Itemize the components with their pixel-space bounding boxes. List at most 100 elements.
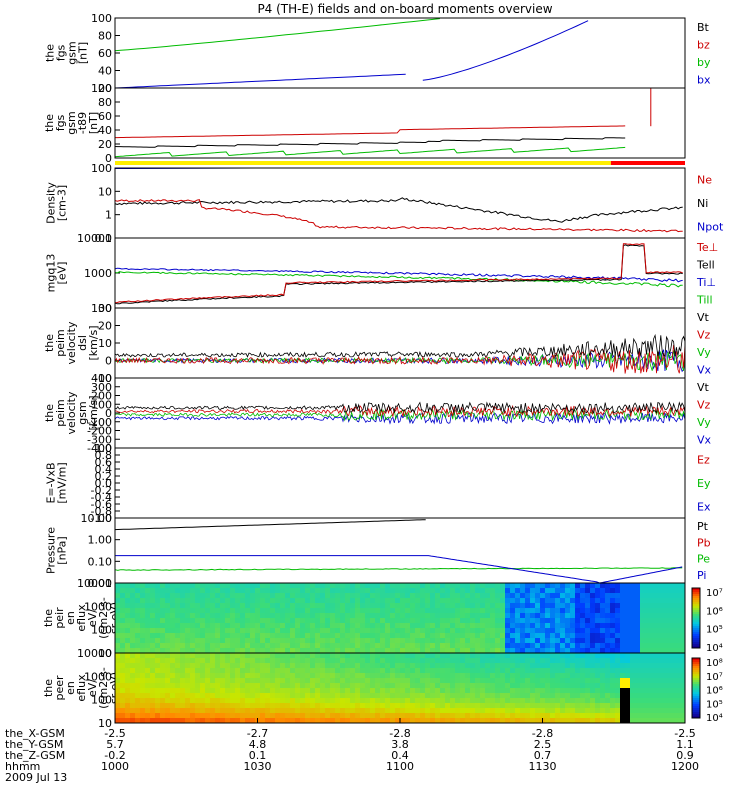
p2-by-line <box>114 146 626 158</box>
footer-value: 3.8 <box>391 738 409 751</box>
p10-tick-label: 100 <box>91 624 112 637</box>
p1-tick-label: 60 <box>98 47 112 60</box>
p1-legend-3: bx <box>697 73 711 86</box>
p5-tick-label: 1000 <box>84 267 112 280</box>
p6-legend-3: Vx <box>697 363 712 376</box>
p8-tick-label: -1.0 <box>91 512 112 525</box>
p5-Te-para-line <box>114 244 683 305</box>
footer-label-the_x-gsm: the_X-GSM <box>5 727 65 740</box>
p8-tick-label: 0.2 <box>95 470 113 483</box>
figure-title: P4 (TH-E) fields and on-board moments ov… <box>257 2 553 16</box>
p7-tick-label: -300 <box>87 433 112 446</box>
p4-tick-label: 100 <box>91 162 112 175</box>
p5-legend-1: Tell <box>696 258 715 271</box>
p1-tick-label: 20 <box>98 82 112 95</box>
p6-legend-1: Vz <box>697 328 711 341</box>
p8-tick-label: 0.4 <box>95 463 113 476</box>
p10-colorbar-label: 10⁴ <box>706 643 723 654</box>
p4-panel: Density[cm-3] <box>45 167 120 239</box>
p1-tick-label: 80 <box>98 30 112 43</box>
p7-tick-label: 200 <box>91 390 112 403</box>
p6-tick-label: 30 <box>98 302 112 315</box>
p10-tick-label: 1000 <box>84 600 112 613</box>
p9-tick-label: 0.01 <box>88 577 113 590</box>
p6-tick-label: 10 <box>98 337 112 350</box>
footer-value: 0.4 <box>391 749 409 762</box>
p10-ylabel: thepeirenefluxeV/(cm2-s-sr-eV) <box>42 597 121 639</box>
p6-legend-0: Vt <box>697 311 710 324</box>
footer-value: -2.8 <box>531 727 554 740</box>
footer-label-the_z-gsm: the_Z-GSM <box>5 749 66 762</box>
p2-tick-label: 60 <box>98 110 112 123</box>
p9-Pe-line <box>114 567 683 571</box>
p11-tick-label: 10000 <box>77 647 112 660</box>
p5-legend-3: Till <box>696 293 713 306</box>
p8-tick-label: -0.6 <box>91 498 112 511</box>
p6-ylabel: thepeimvelocitydsl[km/s] <box>43 321 100 364</box>
p9-legend-0: Pt <box>697 520 709 533</box>
p2-panel: thefgsgsm-t89[nT] <box>43 87 120 159</box>
footer-value: 1030 <box>243 760 272 773</box>
p6-series-3 <box>114 333 686 358</box>
p7-tick-label: 0 <box>105 407 112 420</box>
p10-tick-label: 10000 <box>77 577 112 590</box>
p11-tick-label: 100 <box>91 694 112 707</box>
p7-ylabel: thepeimvelocitygsm[km/s] <box>43 391 100 434</box>
p7-series-3 <box>114 401 686 414</box>
footer-value: -0.2 <box>104 749 126 762</box>
p7-series-2 <box>114 404 686 418</box>
p6-legend-2: Vy <box>697 346 711 359</box>
p9-legend-3: Pi <box>697 569 706 582</box>
p8-tick-label: 1.0 <box>95 442 113 455</box>
footer-value: 0.9 <box>676 749 694 762</box>
p6-tick-label: -10 <box>94 372 112 385</box>
p11-panel: thepeerenefluxeV/(cm2-s-sr-eV) <box>42 652 121 724</box>
p4-legend-1: Ni <box>697 197 708 210</box>
p5-tick-label: 100 <box>91 302 112 315</box>
p5-legend-2: Ti⊥ <box>696 276 716 289</box>
p6-series-2 <box>114 344 686 374</box>
p1-bx-line-2 <box>422 20 589 81</box>
p1-bx-line <box>114 73 406 89</box>
p1-legend-2: by <box>697 56 711 69</box>
footer-label-the_y-gsm: the_Y-GSM <box>5 738 64 751</box>
p8-legend-1: Ey <box>697 477 711 490</box>
p8-tick-label: -0.8 <box>91 505 112 518</box>
footer-value: -2.7 <box>246 727 269 740</box>
footer-value: -2.5 <box>674 727 696 740</box>
p9-Pt-line <box>114 519 426 531</box>
p4-Ni-line <box>114 197 683 223</box>
p4-Ne-line <box>114 199 683 233</box>
p6-tick-label: 0 <box>105 355 112 368</box>
p9-frame <box>114 517 686 584</box>
p7-legend-3: Vx <box>697 433 712 446</box>
footer-value: 1200 <box>671 760 699 773</box>
p11-spectrogram <box>115 653 686 724</box>
footer-value: 1.1 <box>676 738 694 751</box>
p8-ylabel: E=-VxB[mV/m] <box>45 462 69 503</box>
p11-tick-label: 1000 <box>84 670 112 683</box>
footer-value: 1130 <box>528 760 557 773</box>
p5-tick-label: 10000 <box>77 232 112 245</box>
p7-tick-label: 400 <box>91 372 112 385</box>
mode-bar-fast <box>115 161 611 165</box>
p4-tick-label: 1 <box>105 209 112 222</box>
p7-tick-label: -400 <box>87 442 112 455</box>
p7-tick-label: -100 <box>87 416 112 429</box>
p8-tick-label: 0.0 <box>95 477 113 490</box>
p2-tick-label: 0 <box>105 152 112 165</box>
p7-tick-label: 100 <box>91 398 112 411</box>
p1-legend-0: Bt <box>697 21 710 34</box>
p7-tick-label: 300 <box>91 381 112 394</box>
p9-tick-label: 0.10 <box>88 555 113 568</box>
p1-by-line <box>114 18 440 52</box>
p5-legend-0: Te⊥ <box>696 241 718 254</box>
p4-tick-label: 0.1 <box>95 232 113 245</box>
p6-panel: thepeimvelocitydsl[km/s] <box>43 307 120 379</box>
p8-tick-label: -0.2 <box>91 484 112 497</box>
p10-colorbar-label: 10⁷ <box>706 588 723 599</box>
p1-legend-1: bz <box>697 38 710 51</box>
p8-frame <box>114 447 686 519</box>
footer-label-hhmm: hhmm <box>5 760 41 773</box>
